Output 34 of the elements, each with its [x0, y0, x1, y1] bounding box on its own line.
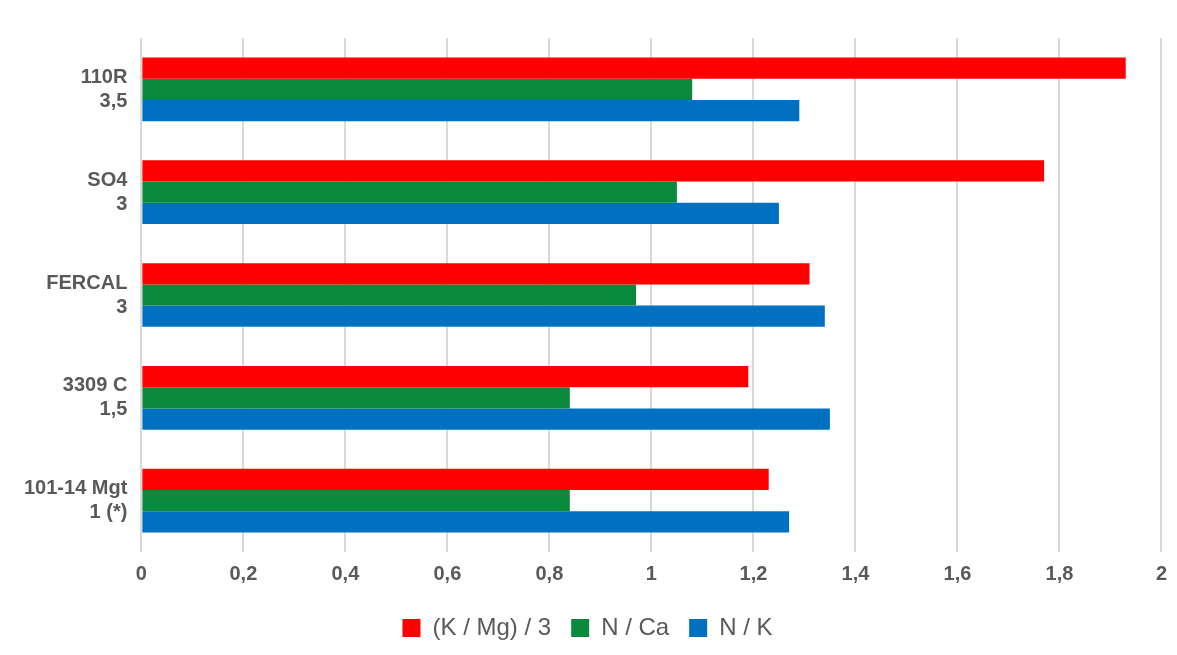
x-tick-label: 1,2 — [739, 561, 768, 584]
bar — [142, 408, 830, 430]
bar — [142, 100, 800, 122]
bar — [142, 263, 810, 285]
legend-label: (K / Mg) / 3 — [432, 612, 552, 640]
bar — [142, 57, 1126, 79]
y-tick-label: SO4 3 — [87, 167, 129, 214]
bar — [142, 305, 825, 327]
y-tick-label: 3309 C 1,5 — [62, 373, 128, 420]
bar — [142, 78, 693, 101]
bar — [142, 202, 779, 225]
bar — [142, 511, 790, 533]
x-tick-label: 1,6 — [943, 561, 972, 584]
bar — [142, 160, 1045, 182]
x-tick-label: 1,8 — [1045, 561, 1074, 584]
bar — [142, 181, 677, 203]
y-tick-label: FERCAL 3 — [46, 270, 128, 317]
x-tick-label: 1 — [645, 561, 657, 584]
legend-label: N / Ca — [601, 612, 670, 640]
x-tick-label: 0,6 — [433, 561, 462, 584]
x-tick-label: 0,2 — [229, 561, 258, 584]
x-tick-label: 0,8 — [535, 561, 564, 584]
bar — [142, 489, 570, 512]
bar — [142, 365, 749, 388]
x-tick-label: 1,4 — [841, 561, 871, 584]
bar — [142, 284, 637, 306]
x-tick-label: 2 — [1155, 561, 1167, 584]
y-tick-label: 110R 3,5 — [80, 64, 128, 111]
legend-label: N / K — [719, 612, 773, 640]
x-tick-label: 0,4 — [331, 561, 361, 584]
x-tick-label: 0 — [135, 561, 147, 584]
y-tick-label: 101-14 Mgt 1 (*) — [23, 476, 128, 523]
bar — [142, 468, 769, 490]
bar — [142, 387, 570, 409]
